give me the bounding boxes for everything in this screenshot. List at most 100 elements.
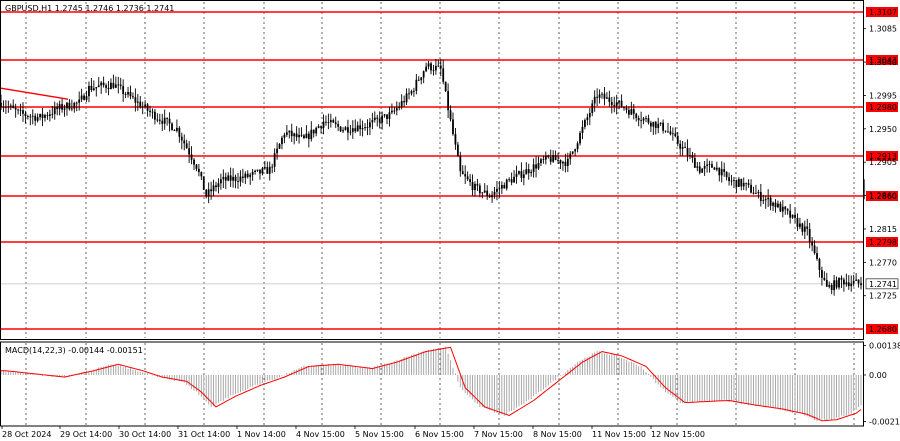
candle-body	[510, 179, 513, 183]
candle-body	[234, 176, 237, 182]
candle-body	[46, 115, 49, 117]
candle-body	[513, 176, 515, 183]
time-tick-label: 29 Oct 14:00	[60, 430, 112, 439]
candle-body	[784, 206, 787, 210]
candle-body	[701, 168, 704, 173]
candle-body	[522, 174, 525, 178]
candle-body	[496, 188, 498, 192]
candle-body	[34, 115, 37, 121]
candle-body	[400, 101, 403, 107]
candle-body	[149, 110, 151, 112]
candle-body	[293, 133, 296, 137]
candle-body	[488, 196, 491, 198]
candle-body	[552, 155, 555, 162]
candle-body	[268, 166, 271, 174]
candle-body	[625, 108, 628, 110]
candle-body	[156, 119, 159, 121]
candle-body	[246, 173, 249, 177]
candle-body	[266, 167, 269, 174]
candle-body	[434, 66, 437, 71]
candle-body	[110, 82, 112, 90]
candle-body	[603, 93, 606, 99]
candle-body	[571, 151, 574, 154]
candle-body	[124, 93, 127, 95]
candle-body	[537, 163, 540, 169]
candle-body	[442, 68, 445, 82]
candle-body	[176, 127, 178, 131]
candle-body	[574, 149, 577, 152]
candle-body	[635, 113, 638, 118]
candle-body	[698, 166, 701, 173]
level-label-bg	[866, 237, 898, 247]
level-label-bg	[866, 102, 898, 112]
candle-body	[19, 109, 22, 111]
candle-body	[456, 144, 459, 157]
candle-body	[483, 190, 486, 193]
time-tick-label: 6 Nov 15:00	[415, 430, 464, 439]
candle-body	[75, 102, 78, 104]
price-tick-label: 1.3040	[869, 58, 897, 67]
candle-body	[202, 176, 205, 190]
candle-body	[168, 118, 171, 124]
candle-body	[833, 280, 836, 291]
candle-body	[283, 134, 286, 138]
candle-body	[769, 197, 772, 206]
candle-body	[781, 206, 784, 212]
candle-body	[505, 179, 508, 189]
candle-body	[745, 182, 748, 184]
candle-body	[584, 120, 586, 127]
candle-body	[711, 164, 713, 168]
level-label: 1.2980	[869, 103, 897, 112]
candle-body	[354, 128, 357, 132]
price-tick-label: 1.3085	[869, 25, 897, 34]
macd-signal-line	[1, 346, 862, 422]
candle-body	[90, 85, 93, 91]
candle-body	[823, 277, 826, 281]
candle-body	[679, 143, 682, 149]
price-panel-frame	[0, 0, 864, 340]
time-tick-label: 8 Nov 15:00	[533, 430, 582, 439]
candle-body	[613, 105, 616, 107]
candle-body	[752, 192, 755, 194]
candle-body	[188, 148, 191, 155]
candle-body	[232, 176, 235, 181]
candle-body	[263, 167, 266, 169]
candle-body	[808, 229, 811, 242]
candle-body	[154, 111, 156, 120]
price-tick-label: 1.2995	[869, 91, 897, 100]
candle-body	[122, 85, 125, 94]
candle-body	[285, 132, 288, 135]
candle-body	[786, 209, 789, 211]
candle-body	[85, 96, 88, 100]
candle-body	[44, 115, 46, 118]
candle-body	[713, 167, 716, 170]
candle-body	[254, 170, 256, 172]
candle-body	[329, 120, 332, 123]
level-label-bg	[866, 151, 898, 161]
candle-body	[95, 87, 98, 89]
candle-body	[757, 191, 760, 194]
candle-body	[835, 280, 838, 288]
time-tick-label: 11 Nov 15:00	[592, 430, 646, 439]
candle-body	[107, 87, 110, 90]
candle-body	[579, 133, 581, 144]
level-label-bg	[866, 7, 898, 17]
candle-body	[720, 169, 723, 176]
candle-body	[371, 120, 374, 123]
candle-body	[452, 119, 454, 135]
candle-body	[627, 109, 630, 115]
candle-body	[190, 154, 193, 160]
candle-body	[730, 180, 733, 182]
price-tick-label: 1.2770	[869, 258, 897, 267]
candle-body	[356, 125, 359, 132]
candle-body	[437, 65, 440, 67]
candle-body	[386, 114, 388, 119]
candle-body	[312, 129, 315, 134]
candle-body	[403, 101, 406, 103]
candle-body	[219, 179, 222, 184]
candle-body	[796, 217, 799, 227]
candle-body	[112, 82, 115, 88]
candle-body	[581, 126, 584, 134]
candle-body	[430, 63, 432, 71]
price-candles	[0, 59, 865, 296]
